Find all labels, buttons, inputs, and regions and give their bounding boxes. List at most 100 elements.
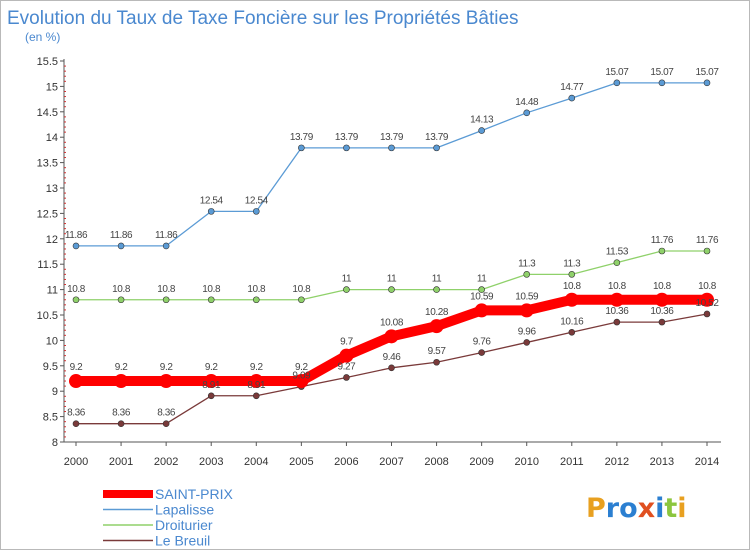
data-label-droiturier: 11	[387, 274, 397, 285]
y-tick-label: 13.5	[37, 158, 58, 170]
data-point-droiturier	[343, 286, 350, 293]
data-label-le-breuil: 10.16	[560, 316, 584, 327]
data-point-le-breuil	[388, 364, 395, 372]
data-label-droiturier: 11.53	[606, 247, 629, 258]
data-point-saint-prix	[564, 292, 579, 307]
legend-label-saint-prix: SAINT-PRIX	[155, 486, 233, 502]
y-tick-label: 8.5	[43, 412, 58, 424]
data-label-saint-prix: 10.59	[470, 291, 494, 302]
y-tick-label: 10	[46, 335, 58, 347]
y-tick-label: 9.5	[43, 361, 58, 373]
data-point-droiturier	[298, 296, 305, 304]
logo-letter: r	[606, 493, 620, 524]
data-point-saint-prix	[204, 374, 219, 389]
data-label-droiturier: 11	[477, 274, 487, 285]
x-tick-label: 2004	[244, 456, 268, 468]
data-point-droiturier	[568, 271, 576, 278]
data-label-saint-prix: 9.2	[70, 362, 84, 373]
data-point-saint-prix	[700, 292, 714, 307]
data-point-droiturier	[433, 286, 440, 293]
chart-subtitle: (en %)	[25, 30, 60, 44]
data-label-saint-prix: 10.8	[653, 281, 672, 292]
legend-label-le-breuil: Le Breuil	[155, 533, 210, 549]
data-label-lapalisse: 15.07	[605, 67, 629, 78]
data-point-lapalisse	[207, 208, 215, 215]
x-tick-label: 2007	[379, 456, 403, 468]
data-label-droiturier: 11.76	[696, 235, 719, 246]
x-tick-label: 2006	[334, 456, 358, 468]
proxiti-logo: Proxiti	[586, 493, 687, 524]
data-label-lapalisse: 14.48	[515, 97, 539, 108]
data-label-lapalisse: 11.86	[155, 230, 178, 241]
data-point-saint-prix	[384, 329, 399, 344]
data-label-le-breuil: 10.36	[605, 306, 629, 317]
x-tick-label: 2009	[469, 456, 493, 468]
data-labels-layer: 11.86 11.86 11.86 12.54 12.54 13.79 13.79 13.79…	[65, 67, 720, 419]
data-label-lapalisse: 11.86	[110, 230, 133, 241]
data-label-droiturier: 11.3	[563, 258, 581, 269]
x-tick-label: 2011	[560, 456, 584, 468]
data-point-lapalisse	[613, 79, 621, 87]
data-label-le-breuil: 9.57	[428, 346, 447, 357]
data-label-le-breuil: 10.36	[650, 306, 674, 317]
data-point-lapalisse	[703, 79, 711, 87]
data-label-le-breuil: 9.09	[292, 371, 311, 382]
x-tick-label: 2000	[64, 456, 88, 468]
data-label-droiturier: 11	[432, 274, 442, 285]
data-label-lapalisse: 12.54	[200, 195, 224, 206]
data-point-le-breuil	[568, 328, 576, 336]
data-label-le-breuil: 9.76	[473, 337, 492, 348]
logo-letter: P	[586, 493, 606, 524]
data-label-lapalisse: 11.86	[65, 230, 88, 241]
data-label-droiturier: 10.8	[67, 284, 86, 295]
data-point-le-breuil	[478, 349, 485, 356]
data-point-droiturier	[523, 271, 531, 278]
data-point-droiturier	[478, 286, 485, 293]
data-label-lapalisse: 13.79	[380, 132, 404, 143]
data-label-le-breuil: 8.91	[247, 380, 266, 391]
series-line-lapalisse	[76, 82, 707, 247]
data-point-lapalisse	[433, 144, 440, 152]
data-label-saint-prix: 9.2	[115, 362, 129, 373]
y-tick-label: 12.5	[37, 208, 58, 220]
y-tick-label: 10.5	[37, 310, 58, 322]
data-label-saint-prix: 10.8	[563, 281, 582, 292]
data-label-saint-prix: 9.2	[160, 362, 174, 373]
data-point-saint-prix	[654, 292, 669, 307]
data-label-saint-prix: 10.8	[698, 281, 717, 292]
data-point-droiturier	[117, 296, 125, 304]
data-point-saint-prix	[249, 374, 264, 389]
legend-label-lapalisse: Lapalisse	[155, 502, 214, 518]
data-label-saint-prix: 9.2	[295, 362, 309, 373]
data-label-droiturier: 10.8	[292, 284, 311, 295]
data-label-lapalisse: 14.77	[560, 82, 584, 93]
data-point-saint-prix	[159, 374, 174, 389]
axes: 8 8.5 9 9.5 10 10.5 11 11.5 12 12.5 13 13.5 14 14.5 15…	[37, 56, 721, 468]
data-point-le-breuil	[162, 420, 170, 428]
data-label-droiturier: 10.8	[112, 284, 131, 295]
data-point-le-breuil	[252, 392, 260, 400]
data-point-lapalisse	[162, 242, 170, 250]
data-point-lapalisse	[72, 242, 80, 250]
data-point-lapalisse	[523, 109, 531, 117]
data-label-saint-prix: 10.28	[425, 307, 449, 318]
data-point-droiturier	[658, 247, 666, 255]
data-point-droiturier	[613, 259, 621, 266]
data-point-le-breuil	[117, 420, 125, 428]
data-label-lapalisse: 15.07	[695, 67, 719, 78]
y-tick-label: 11	[47, 285, 58, 297]
data-label-saint-prix: 9.7	[340, 337, 354, 348]
x-tick-label: 2013	[650, 456, 674, 468]
data-label-droiturier: 11.3	[518, 258, 536, 269]
logo-letter: i	[677, 493, 686, 524]
data-point-lapalisse	[117, 242, 125, 250]
x-tick-label: 2014	[695, 456, 719, 468]
data-label-le-breuil: 9.46	[383, 352, 402, 363]
data-label-lapalisse: 13.79	[425, 132, 449, 143]
data-point-droiturier	[703, 247, 711, 255]
data-point-le-breuil	[433, 358, 440, 366]
data-point-droiturier	[162, 296, 170, 304]
data-label-le-breuil: 8.36	[67, 408, 86, 419]
